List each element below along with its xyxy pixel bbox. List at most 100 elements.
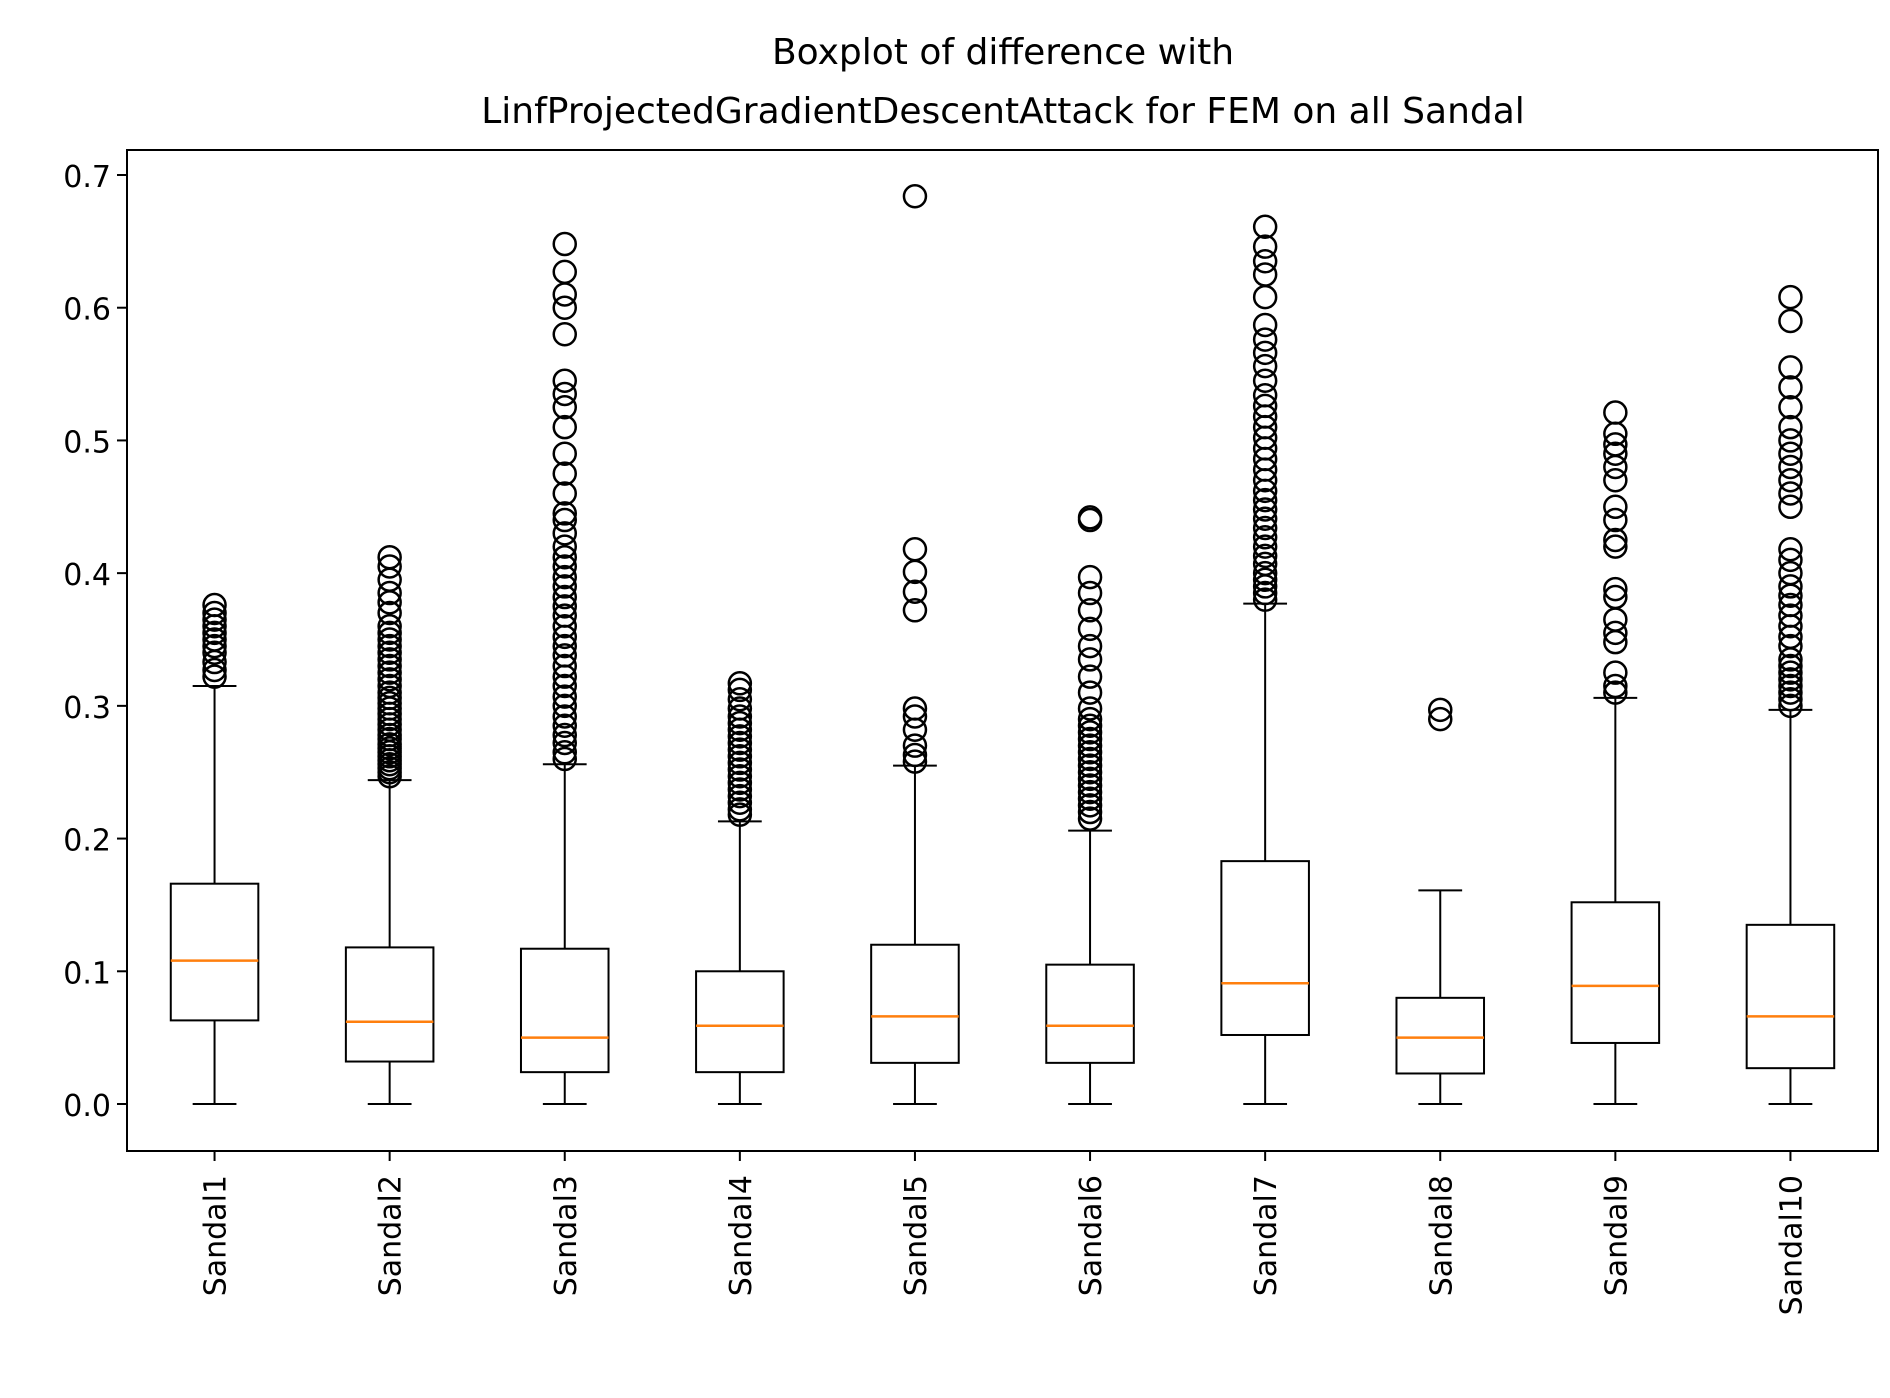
outlier-point: [552, 501, 577, 526]
outlier-point: [377, 544, 402, 570]
outlier-point: [727, 757, 753, 782]
outlier-point: [1603, 576, 1628, 602]
outlier-point: [1252, 534, 1278, 559]
outlier-point: [1252, 487, 1278, 513]
outlier-point: [1778, 693, 1803, 719]
outlier-point: [552, 259, 577, 285]
outlier-point: [1252, 214, 1278, 240]
outlier-point: [552, 322, 577, 347]
outlier-point: [1603, 680, 1628, 705]
outlier-point: [727, 777, 753, 802]
outlier-point: [727, 724, 753, 749]
x-tick-label: Sandal5: [899, 1175, 934, 1296]
outlier-point: [1603, 400, 1628, 425]
outlier-point: [552, 584, 577, 610]
outlier-point: [1077, 806, 1103, 831]
box-iqr: [1045, 963, 1135, 1064]
y-tick-label: 0.5: [63, 425, 111, 460]
outlier-point: [552, 534, 577, 559]
x-tick-label: Sandal2: [374, 1175, 409, 1296]
outlier-point: [1077, 505, 1103, 530]
outlier-point: [1603, 494, 1628, 520]
outlier-point: [1778, 592, 1803, 618]
outlier-point: [902, 696, 928, 721]
box-iqr: [1570, 901, 1661, 1044]
outlier-point: [552, 231, 577, 257]
outlier-point: [1077, 799, 1103, 825]
outlier-point: [552, 704, 577, 729]
outlier-point: [552, 722, 577, 748]
outlier-point: [1077, 726, 1103, 752]
outlier-point: [1778, 603, 1803, 628]
outlier-point: [377, 633, 402, 659]
outlier-point: [1077, 733, 1103, 758]
outlier-point: [1252, 353, 1278, 379]
outlier-point: [1603, 432, 1628, 457]
outlier-point: [1252, 525, 1278, 550]
outlier-point: [1778, 375, 1803, 400]
outlier-point: [552, 381, 577, 407]
outlier-point: [902, 598, 928, 623]
outlier-point: [202, 592, 227, 618]
outlier-point: [1252, 383, 1278, 408]
outlier-point: [1778, 414, 1803, 440]
outlier-point: [552, 481, 577, 506]
outlier-point: [552, 603, 577, 628]
outlier-point: [1077, 647, 1103, 672]
outlier-point: [902, 704, 928, 729]
outlier-point: [1252, 234, 1278, 259]
outlier-point: [1778, 653, 1803, 679]
outlier-point: [552, 368, 577, 393]
outlier-point: [552, 544, 577, 570]
outlier-point: [1077, 793, 1103, 818]
outlier-point: [1077, 759, 1103, 785]
outlier-point: [1252, 262, 1278, 287]
outlier-point: [552, 295, 577, 320]
outlier-point: [1603, 660, 1628, 685]
outlier-point: [1077, 680, 1103, 705]
outlier-point: [1077, 720, 1103, 745]
outlier-point: [1077, 746, 1103, 772]
outlier-point: [1778, 660, 1803, 685]
outlier-point: [902, 579, 928, 604]
outlier-point: [1603, 534, 1628, 559]
outlier-point: [1428, 697, 1453, 723]
outlier-point: [1778, 467, 1803, 493]
outlier-point: [552, 461, 577, 486]
box-iqr: [1220, 860, 1310, 1036]
outlier-point: [727, 671, 753, 696]
outlier-point: [1252, 368, 1278, 393]
outlier-point: [1778, 686, 1803, 712]
outlier-point: [1603, 673, 1628, 699]
y-tick-label: 0.6: [63, 293, 111, 328]
y-tick-label: 0.1: [63, 956, 111, 991]
outlier-point: [1778, 633, 1803, 659]
outlier-point: [1778, 355, 1803, 380]
outlier-point: [1077, 564, 1103, 590]
outlier-point: [1778, 680, 1803, 705]
outlier-point: [377, 627, 402, 652]
outlier-point: [552, 594, 577, 619]
outlier-point: [377, 667, 402, 692]
outlier-point: [1252, 515, 1278, 541]
outlier-point: [1077, 598, 1103, 623]
outlier-point: [1077, 616, 1103, 642]
x-tick-label: Sandal8: [1424, 1175, 1459, 1296]
outlier-point: [1603, 620, 1628, 646]
outlier-point: [1077, 713, 1103, 739]
outlier-point: [552, 653, 577, 679]
outlier-point: [552, 740, 577, 765]
outlier-point: [552, 613, 577, 639]
outlier-point: [727, 704, 753, 729]
x-tick-label: Sandal3: [549, 1175, 584, 1296]
outlier-point: [1778, 284, 1803, 310]
outlier-point: [1077, 580, 1103, 606]
outlier-point: [1077, 753, 1103, 778]
outlier-point: [1778, 494, 1803, 520]
plot-frame: [126, 149, 1879, 1152]
outlier-point: [1252, 560, 1278, 586]
outlier-point: [1077, 633, 1103, 659]
y-tick-label: 0.3: [63, 691, 111, 726]
outlier-point: [1778, 574, 1803, 599]
